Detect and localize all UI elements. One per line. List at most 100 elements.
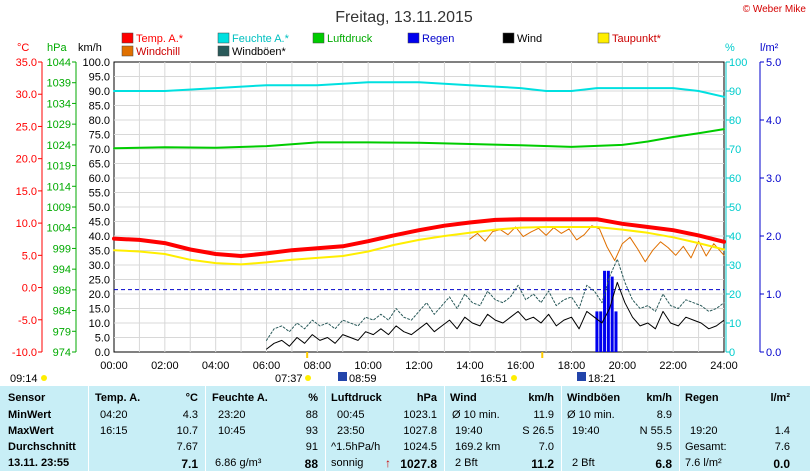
wind-max-time: 19:40 <box>455 425 483 437</box>
regen-max-value: 1.4 <box>774 425 790 437</box>
humidity-tick-label: 80 <box>729 115 741 127</box>
sunset-label: 16:51 <box>480 373 508 385</box>
wind-tick-label: 80.0 <box>89 115 110 127</box>
temp-tick-label: 10.0 <box>16 218 37 230</box>
pressure-tick-label: 1014 <box>47 181 71 193</box>
legend-label: Windchill <box>136 46 180 58</box>
x-tick-label: 20:00 <box>609 360 637 372</box>
pressure-tick-label: 1034 <box>47 98 71 110</box>
axis-headers: °C hPa km/h% l/m² <box>17 42 779 54</box>
temp-unit: °C <box>185 392 198 404</box>
luftdruck-header: Luftdruck <box>331 392 382 404</box>
sun-events: 09:14 07:37 08:59 16:51 18:21 <box>10 352 616 385</box>
wind-tick-label: 75.0 <box>89 130 110 142</box>
feuchte-unit: % <box>308 392 318 404</box>
regen-unit: l/m² <box>770 392 790 404</box>
boeen-avg-value: 8.9 <box>656 409 672 421</box>
series-line-luftdruck <box>113 128 725 150</box>
grid <box>114 62 724 352</box>
boeen-header: Windböen <box>567 392 621 404</box>
pressure-axis-unit: hPa <box>47 42 67 54</box>
luftdruck-forecast: sonnig <box>331 457 364 469</box>
wind-tick-label: 15.0 <box>89 304 110 316</box>
feuchte-header: Feuchte A. <box>212 392 268 404</box>
right-axes: 0 10 20 30 40 50 60 70 80 90 100 0.0 1.0 2.0 3.0 4.0 5.0 <box>725 57 781 359</box>
series-line-feuchtea <box>113 81 725 98</box>
pressure-tick-label: 984 <box>53 306 71 318</box>
row-label-max: MaxWert <box>8 425 54 437</box>
feuchte-avg-value: 91 <box>305 441 318 453</box>
feuchte-max-value: 93 <box>305 425 318 437</box>
pressure-tick-label: 979 <box>53 326 71 338</box>
humidity-axis-unit: % <box>725 42 735 54</box>
wind-axis-unit: km/h <box>78 42 102 54</box>
humidity-tick-label: 20 <box>729 289 741 301</box>
x-tick-label: 00:00 <box>100 360 128 372</box>
moonrise-icon <box>338 372 347 381</box>
luftdruck-unit: hPa <box>416 392 437 404</box>
x-tick-label: 18:00 <box>558 360 586 372</box>
rain-tick-label: 0.0 <box>766 347 781 359</box>
temp-max-value: 10.7 <box>176 425 198 437</box>
wind-header: Wind <box>450 392 477 404</box>
regen-header: Regen <box>685 392 719 404</box>
pressure-tick-label: 1009 <box>47 202 71 214</box>
x-tick-label: 02:00 <box>151 360 179 372</box>
legend-label: Wind <box>517 33 542 45</box>
wind-tick-label: 45.0 <box>89 217 110 229</box>
luftdruck-max-time: 23:50 <box>337 425 365 437</box>
stats-table: Sensor MinWert MaxWert Durchschnitt 13.1… <box>0 386 810 471</box>
rain-bar <box>614 311 618 352</box>
x-tick-label: 14:00 <box>456 360 484 372</box>
x-tick-label: 22:00 <box>659 360 687 372</box>
boeen-current-value: 6.8 <box>655 457 672 471</box>
luftdruck-avg-value: 1024.5 <box>403 441 437 453</box>
pressure-tick-label: 974 <box>53 347 71 359</box>
regen-day-total: 7.6 l/m² <box>685 457 722 469</box>
humidity-tick-label: 10 <box>729 318 741 330</box>
temp-tick-label: 0.0 <box>22 283 37 295</box>
copyright: © Weber Mike <box>742 4 806 15</box>
regen-total-value: 7.6 <box>774 441 790 453</box>
pressure-tick-label: 1029 <box>47 119 71 131</box>
boeen-unit: km/h <box>646 392 672 404</box>
luftdruck-min-time: 00:45 <box>337 409 365 421</box>
wind-tick-label: 50.0 <box>89 202 110 214</box>
pressure-tick-label: 1044 <box>47 57 71 69</box>
temp-tick-label: -5.0 <box>18 315 37 327</box>
feuchte-current-value: 88 <box>304 457 318 471</box>
temp-min-time: 04:20 <box>100 409 128 421</box>
rain-bar <box>610 276 614 352</box>
x-tick-label: 06:00 <box>253 360 281 372</box>
temp-tick-label: 5.0 <box>22 250 37 262</box>
series-line-windben <box>266 258 725 341</box>
wind-current-value: 11.2 <box>531 457 554 471</box>
regen-max-time: 19:20 <box>690 425 718 437</box>
x-tick-label: 16:00 <box>507 360 535 372</box>
pressure-tick-label: 999 <box>53 243 71 255</box>
boeen-avg-label: Ø 10 min. <box>567 409 615 421</box>
x-tick-label: 12:00 <box>405 360 433 372</box>
legend-swatch <box>217 32 230 44</box>
chart-title: Freitag, 13.11.2015 <box>335 9 473 26</box>
temp-tick-label: 25.0 <box>16 121 37 133</box>
sunrise-label: 07:37 <box>275 373 303 385</box>
feuchte-max-time: 10:45 <box>218 425 246 437</box>
series-line-wind <box>266 281 725 350</box>
row-label-current: 13.11. 23:55 <box>8 457 70 469</box>
pressure-tick-label: 989 <box>53 285 71 297</box>
x-axis: 00:00 02:00 04:00 06:00 08:00 10:00 12:00 14:00… <box>100 360 738 372</box>
wind-tick-label: 90.0 <box>89 86 110 98</box>
wind-avg-label: Ø 10 min. <box>452 409 500 421</box>
rain-axis-unit: l/m² <box>760 42 779 54</box>
legend-label: Windböen* <box>232 46 287 58</box>
boeen-mean-value: 9.5 <box>656 441 672 453</box>
rain-tick-label: 1.0 <box>766 289 781 301</box>
humidity-tick-label: 60 <box>729 173 741 185</box>
legend: Temp. A.* Feuchte A.* Luftdruck Regen Wind Ta… <box>121 32 662 58</box>
regen-current-value: 0.0 <box>773 457 790 471</box>
wind-tick-label: 65.0 <box>89 159 110 171</box>
pressure-tick-label: 1039 <box>47 78 71 90</box>
humidity-tick-label: 90 <box>729 86 741 98</box>
boeen-max-time: 19:40 <box>572 425 600 437</box>
